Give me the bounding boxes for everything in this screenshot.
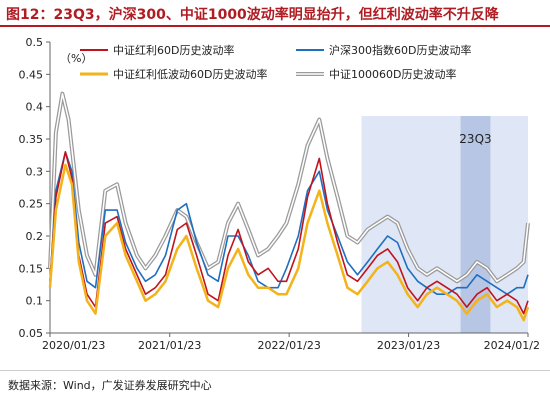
series-line-1 xyxy=(49,151,529,295)
region-label: 23Q3 xyxy=(459,132,491,146)
y-tick-label: 0.25 xyxy=(19,198,44,211)
y-tick-label: 0.05 xyxy=(19,327,44,340)
line-chart: 23Q3 （%） 0.05 0.1 0.15 0.2 0.25 0.3 0.35 0.4 0.45… xyxy=(19,36,541,352)
x-tick-label: 2021/01/23 xyxy=(138,339,201,352)
shaded-region-1 xyxy=(460,116,491,333)
legend-label-1: 沪深300指数60D历史波动率 xyxy=(329,43,471,57)
series-line-0 xyxy=(49,151,529,315)
series-line-3 xyxy=(49,92,529,283)
y-tick-label: 0.1 xyxy=(26,295,44,308)
legend-label-0: 中证红利60D历史波动率 xyxy=(113,43,234,57)
source-note: 数据来源：Wind，广发证券发展研究中心 xyxy=(8,379,212,392)
title-bar: 图12：23Q3，沪深300、中证1000波动率明显抬升，但红利波动率不升反降 xyxy=(0,0,550,27)
series-line-2 xyxy=(48,163,530,322)
legend: 中证红利60D历史波动率 沪深300指数60D历史波动率中证红利低波动60D历史波… xyxy=(80,43,471,81)
legend-label-3: 中证100060D历史波动率 xyxy=(329,67,456,81)
legend-label-2: 中证红利低波动60D历史波动率 xyxy=(113,67,267,81)
y-tick-label: 0.2 xyxy=(26,230,44,243)
y-axis-unit: （%） xyxy=(60,52,92,65)
y-tick-label: 0.5 xyxy=(26,36,44,49)
y-tick-label: 0.45 xyxy=(19,68,44,81)
y-tick-label: 0.3 xyxy=(26,165,44,178)
x-tick-label: 2020/01/23 xyxy=(42,339,105,352)
shaded-regions: 23Q3 xyxy=(361,116,528,333)
y-tick-label: 0.15 xyxy=(19,262,44,275)
shaded-region-0 xyxy=(361,116,528,333)
y-tick-label: 0.4 xyxy=(26,101,44,114)
series-lines xyxy=(48,91,530,322)
chart-title: 图12：23Q3，沪深300、中证1000波动率明显抬升，但红利波动率不升反降 xyxy=(6,7,499,23)
source-divider xyxy=(0,370,550,371)
axes: （%） 0.05 0.1 0.15 0.2 0.25 0.3 0.35 0.4 0.45 0.5 20… xyxy=(19,36,541,352)
x-tick-label: 2023/01/23 xyxy=(377,339,440,352)
y-tick-label: 0.35 xyxy=(19,133,44,146)
x-tick-label: 2024/01/2 xyxy=(484,339,540,352)
x-tick-label: 2022/01/23 xyxy=(257,339,320,352)
